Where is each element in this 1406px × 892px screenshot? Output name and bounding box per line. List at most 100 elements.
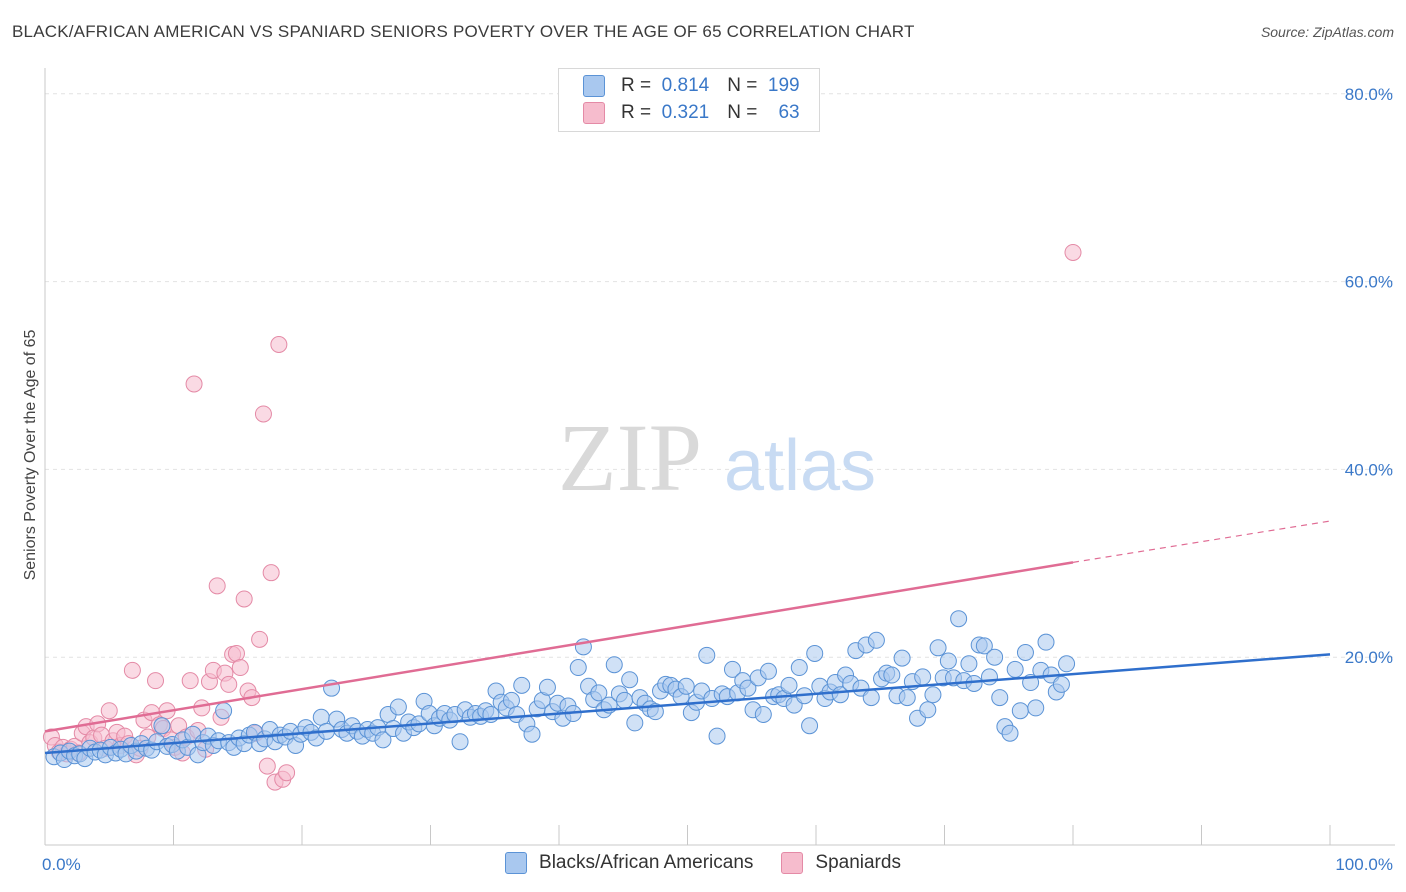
blacks-point [626, 714, 644, 732]
blacks-point [1052, 675, 1070, 693]
x-tick-label: 0.0% [42, 855, 81, 874]
blacks-point [991, 689, 1009, 707]
blacks-point [780, 676, 798, 694]
x-tick-label: 100.0% [1335, 855, 1393, 874]
blacks-point [153, 717, 171, 735]
spaniards-point [220, 675, 238, 693]
blacks-points [45, 610, 1076, 769]
blacks-point [1027, 699, 1045, 717]
watermark-atlas: atlas [724, 426, 876, 506]
blacks-point [986, 648, 1004, 666]
bottom-legend: Blacks/African Americans Spaniards [0, 852, 1406, 874]
blacks-point [960, 655, 978, 673]
blacks-point [538, 678, 556, 696]
spaniards-trend-extension [1072, 520, 1331, 563]
blacks-point [914, 668, 932, 686]
blacks-point [739, 679, 757, 697]
blacks-point [883, 666, 901, 684]
y-tick-label: 80.0% [1345, 85, 1393, 104]
chart-title: BLACK/AFRICAN AMERICAN VS SPANIARD SENIO… [12, 22, 915, 41]
blacks-point [975, 637, 993, 655]
legend: R = 0.814 N = 199 R = 0.321 N = 63 [558, 68, 820, 132]
blacks-point [919, 701, 937, 719]
blacks-point [754, 705, 772, 723]
spaniards-point [278, 764, 296, 782]
y-tick-label: 60.0% [1345, 273, 1393, 292]
spaniards-point [185, 375, 203, 393]
blacks-point [605, 656, 623, 674]
legend-row-spaniards: R = 0.321 N = 63 [583, 100, 800, 126]
legend-swatch-pink [583, 102, 605, 124]
spaniards-point [123, 661, 141, 679]
spaniards-point [258, 757, 276, 775]
blacks-point [677, 677, 695, 695]
y-tick-label: 20.0% [1345, 648, 1393, 667]
blacks-point [929, 639, 947, 657]
bottom-legend-label-blacks: Blacks/African Americans [539, 852, 754, 873]
blacks-point [806, 644, 824, 662]
spaniards-point [270, 336, 288, 353]
legend-row-blacks: R = 0.814 N = 199 [583, 73, 800, 99]
bottom-legend-blacks[interactable]: Blacks/African Americans [505, 852, 753, 874]
y-tick-label: 40.0% [1345, 460, 1393, 479]
blacks-point [590, 684, 608, 702]
blacks-point [451, 733, 469, 751]
blacks-point [801, 717, 819, 735]
bottom-legend-label-spaniards: Spaniards [815, 852, 901, 873]
spaniards-point [227, 644, 245, 662]
bottom-legend-spaniards[interactable]: Spaniards [781, 852, 901, 874]
blacks-point [867, 631, 885, 649]
legend-n-value: 63 [778, 102, 800, 123]
blacks-point [523, 725, 541, 743]
blacks-point [950, 610, 968, 628]
blacks-point [389, 698, 407, 716]
spaniards-point [235, 590, 253, 608]
spaniards-point [181, 672, 199, 690]
tick-labels: 20.0% 40.0% 60.0% 80.0% 0.0% 100.0% [42, 85, 1393, 874]
blacks-point [893, 649, 911, 667]
spaniards-point [231, 659, 249, 677]
legend-r-label: R = [621, 75, 652, 96]
spaniards-trend-line [44, 561, 1074, 733]
spaniards-point [147, 672, 165, 690]
axes [44, 68, 1395, 846]
legend-n-value: 199 [767, 75, 800, 96]
spaniards-point [100, 702, 118, 720]
spaniards-point [208, 577, 226, 595]
blacks-point [759, 662, 777, 680]
blacks-point [939, 652, 957, 670]
legend-r-value: 0.814 [661, 75, 710, 96]
spaniards-point [251, 630, 269, 648]
blacks-point [980, 668, 998, 686]
spaniards-point [254, 405, 272, 423]
blacks-point [1037, 633, 1055, 651]
blacks-point [723, 660, 741, 678]
bottom-legend-swatch-blue [505, 852, 528, 874]
blacks-point [1016, 644, 1034, 661]
blacks-trend-line [44, 653, 1331, 755]
legend-n-label: N = [727, 102, 758, 123]
blacks-point [1006, 660, 1024, 678]
y-axis-label: Seniors Poverty Over the Age of 65 [22, 330, 39, 581]
source-label: Source: ZipAtlas.com [1260, 24, 1394, 40]
blacks-point [621, 671, 639, 689]
blacks-point [616, 691, 634, 709]
watermark: ZIP atlas [558, 404, 876, 511]
blacks-point [1011, 702, 1029, 720]
spaniards-point [1064, 243, 1082, 261]
bottom-legend-swatch-pink [781, 852, 804, 874]
blacks-point [1058, 655, 1076, 673]
blacks-point [513, 676, 531, 694]
blacks-point [374, 731, 392, 749]
blacks-point [698, 646, 716, 664]
blacks-point [965, 674, 983, 692]
legend-swatch-blue [583, 75, 605, 97]
blacks-point [790, 659, 808, 677]
legend-r-label: R = [621, 102, 652, 123]
blacks-point [862, 689, 880, 707]
spaniards-point [193, 699, 211, 717]
blacks-point [569, 659, 587, 677]
blacks-point [708, 727, 726, 745]
blacks-point [898, 689, 916, 707]
